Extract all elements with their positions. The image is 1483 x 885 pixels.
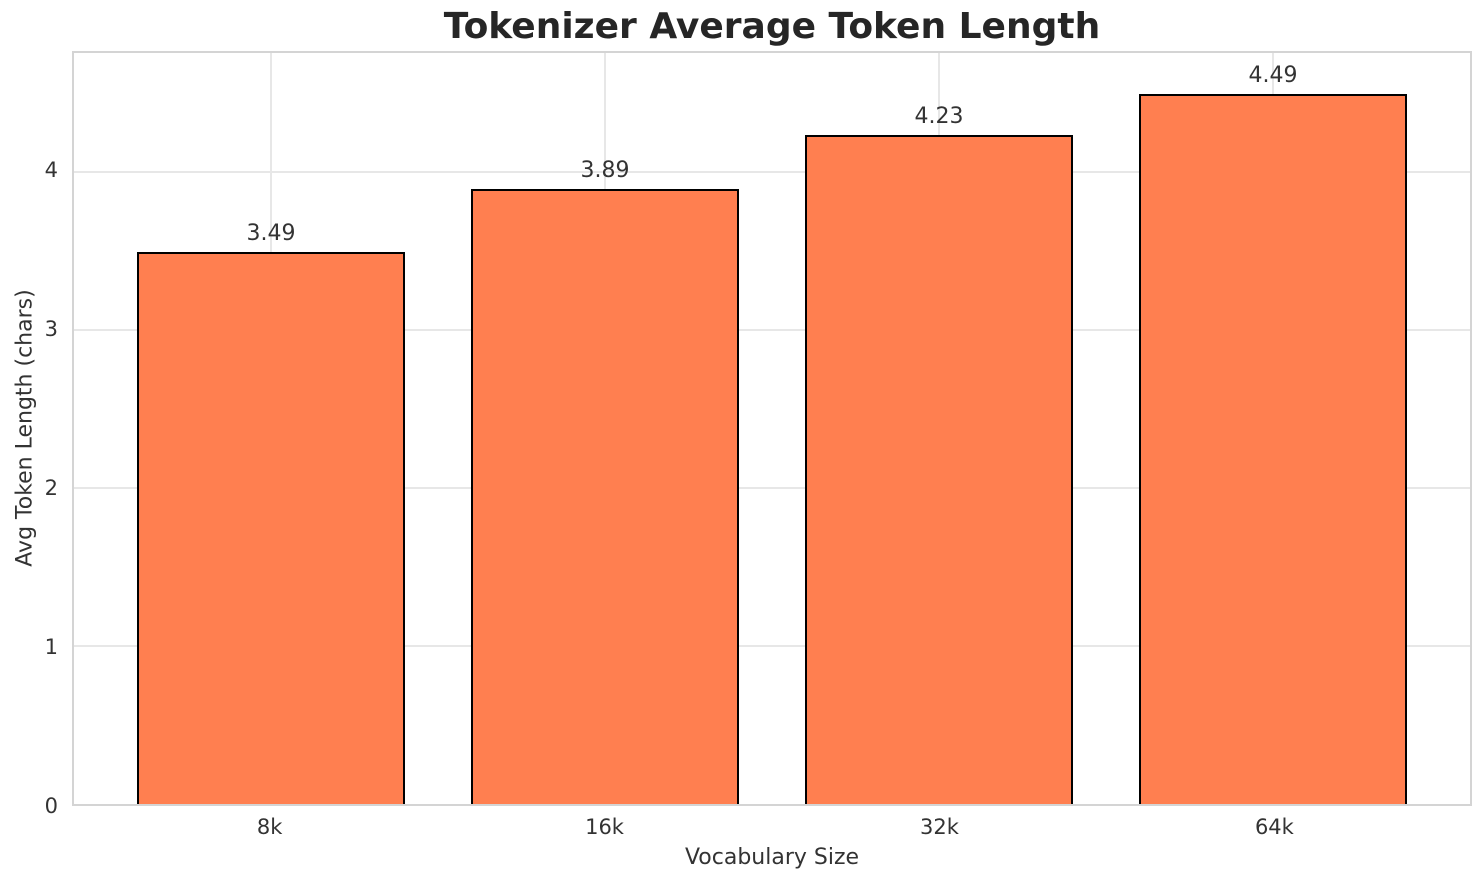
plot-area: 3.49 3.89 4.23 4.49 bbox=[72, 51, 1472, 806]
y-tick-label: 2 bbox=[44, 476, 58, 501]
x-tick-label: 32k bbox=[920, 815, 959, 839]
bar-32k bbox=[805, 135, 1073, 804]
y-gridline bbox=[74, 328, 1470, 331]
y-tick-label: 1 bbox=[44, 635, 58, 660]
bar-value-label: 3.89 bbox=[580, 157, 630, 183]
bar-8k bbox=[137, 252, 405, 804]
x-tick-label: 64k bbox=[1254, 815, 1294, 839]
bar-16k bbox=[471, 188, 739, 804]
bar-value-label: 4.49 bbox=[1248, 63, 1298, 89]
y-gridline bbox=[74, 170, 1470, 173]
x-tick-label: 8k bbox=[256, 815, 283, 839]
y-tick-label: 3 bbox=[44, 317, 58, 342]
y-gridline bbox=[74, 644, 1470, 647]
bar-value-label: 4.23 bbox=[914, 104, 964, 130]
x-axis-label: Vocabulary Size bbox=[684, 845, 860, 870]
y-tick-label: 0 bbox=[44, 794, 58, 818]
chart-title: Tokenizer Average Token Length bbox=[443, 6, 1101, 47]
bar-value-label: 3.49 bbox=[246, 221, 296, 247]
y-tick-label: 4 bbox=[44, 158, 58, 183]
bar-64k bbox=[1139, 94, 1407, 804]
x-tick-label: 16k bbox=[585, 815, 624, 839]
y-gridline bbox=[74, 486, 1470, 489]
